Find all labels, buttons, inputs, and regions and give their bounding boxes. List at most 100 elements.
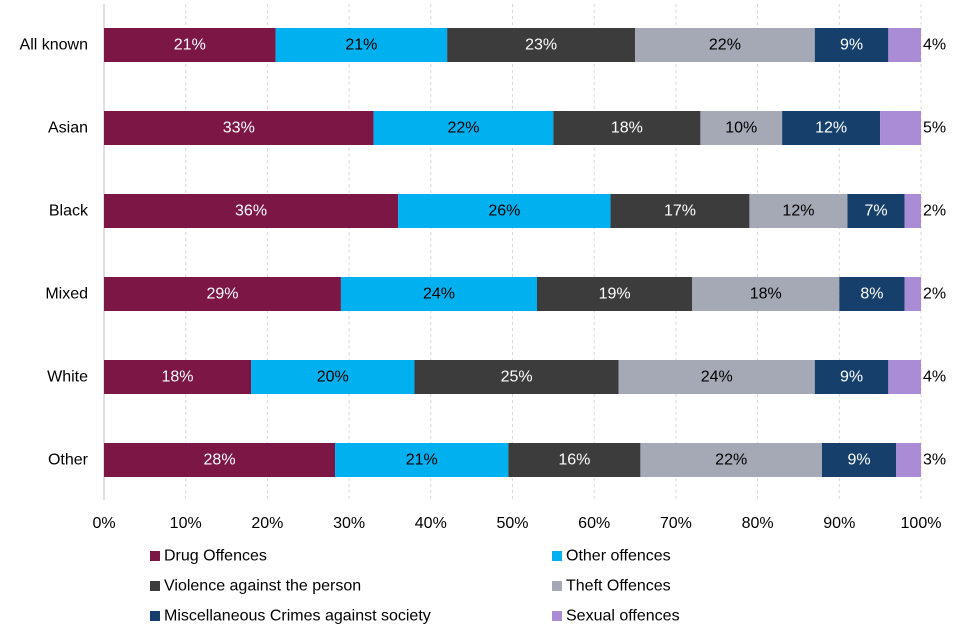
bar-segment-theft-offences <box>692 277 840 311</box>
data-label: 36% <box>235 203 267 220</box>
data-label: 23% <box>525 37 557 54</box>
data-label: 16% <box>558 452 590 469</box>
data-label: 2% <box>923 203 946 220</box>
data-label: 10% <box>725 120 757 137</box>
bar-segment-drug-offences <box>104 111 374 145</box>
bar-segment-violence-against-the-person <box>508 443 641 477</box>
category-label: Asian <box>48 120 88 137</box>
data-label: 5% <box>923 120 946 137</box>
bar-segment-other-offences <box>335 443 509 477</box>
bar-segment-drug-offences <box>104 443 336 477</box>
legend-swatch-other-offences <box>552 551 562 561</box>
category-label: Black <box>49 203 89 220</box>
bar-segment-sexual-offences <box>904 194 921 228</box>
data-label: 21% <box>345 37 377 54</box>
bar-segment-violence-against-the-person <box>447 28 636 62</box>
data-label: 25% <box>501 369 533 386</box>
bar-segment-violence-against-the-person <box>537 277 693 311</box>
bar-segment-drug-offences <box>104 194 399 228</box>
bar-segment-drug-offences <box>104 360 252 394</box>
data-label: 18% <box>750 286 782 303</box>
data-label: 26% <box>488 203 520 220</box>
x-tick-label: 0% <box>92 515 115 532</box>
legend-swatch-drug-offences <box>150 551 160 561</box>
category-label: Other <box>48 452 89 469</box>
data-label: 21% <box>174 37 206 54</box>
x-tick-label: 50% <box>496 515 528 532</box>
data-label: 12% <box>782 203 814 220</box>
legend-label: Violence against the person <box>164 578 361 595</box>
bar-segment-theft-offences <box>700 111 783 145</box>
bar-segment-sexual-offences <box>888 360 921 394</box>
x-tick-label: 100% <box>901 515 942 532</box>
data-label: 8% <box>860 286 883 303</box>
data-label: 24% <box>701 369 733 386</box>
bar-segment-miscellaneous-crimes-against-society <box>847 194 905 228</box>
x-tick-label: 70% <box>660 515 692 532</box>
bar-segment-miscellaneous-crimes-against-society <box>821 443 897 477</box>
data-label: 18% <box>611 120 643 137</box>
category-label: Mixed <box>45 286 88 303</box>
bar-segment-other-offences <box>275 28 448 62</box>
x-tick-label: 60% <box>578 515 610 532</box>
data-label: 4% <box>923 369 946 386</box>
bar-segment-sexual-offences <box>880 111 921 145</box>
x-tick-label: 10% <box>170 515 202 532</box>
legend-label: Drug Offences <box>164 548 267 565</box>
bar-segment-miscellaneous-crimes-against-society <box>814 360 889 394</box>
data-label: 22% <box>715 452 747 469</box>
bar-segment-miscellaneous-crimes-against-society <box>782 111 881 145</box>
data-label: 12% <box>815 120 847 137</box>
data-label: 33% <box>223 120 255 137</box>
x-tick-label: 80% <box>742 515 774 532</box>
category-label: All known <box>20 37 88 54</box>
x-tick-label: 20% <box>251 515 283 532</box>
data-label: 4% <box>923 37 946 54</box>
x-tick-label: 40% <box>415 515 447 532</box>
legend: Drug Offences Other offences Violence agai… <box>150 548 680 625</box>
bar-segment-other-offences <box>340 277 538 311</box>
bar-segment-theft-offences <box>640 443 822 477</box>
data-label: 20% <box>317 369 349 386</box>
data-label: 2% <box>923 286 946 303</box>
bars: 21% 21% 23% 22% 9% 4% 33% 22% 18% 10% 12% 5% 36% 26% 1… <box>104 28 946 477</box>
x-tick-label: 90% <box>823 515 855 532</box>
data-label: 7% <box>865 203 888 220</box>
data-label: 3% <box>923 452 946 469</box>
bar-segment-violence-against-the-person <box>553 111 701 145</box>
bar-segment-violence-against-the-person <box>414 360 619 394</box>
bar-segment-other-offences <box>398 194 611 228</box>
data-label: 22% <box>447 120 479 137</box>
bar-segment-other-offences <box>373 111 554 145</box>
category-label: White <box>47 369 88 386</box>
legend-label: Miscellaneous Crimes against society <box>164 608 431 625</box>
category-labels: All known Asian Black Mixed White Other <box>20 37 89 469</box>
bar-segment-drug-offences <box>104 28 276 62</box>
legend-label: Sexual offences <box>566 608 680 625</box>
data-label: 9% <box>848 452 871 469</box>
bar-segment-sexual-offences <box>888 28 921 62</box>
data-label: 19% <box>599 286 631 303</box>
legend-swatch-theft-offences <box>552 581 562 591</box>
bar-segment-sexual-offences <box>896 443 921 477</box>
data-label: 29% <box>206 286 238 303</box>
bar-segment-theft-offences <box>618 360 815 394</box>
data-label: 18% <box>162 369 194 386</box>
bar-segment-theft-offences <box>749 194 848 228</box>
legend-label: Theft Offences <box>566 578 671 595</box>
grid-lines <box>103 4 922 500</box>
bar-segment-theft-offences <box>635 28 815 62</box>
bar-segment-violence-against-the-person <box>610 194 750 228</box>
data-label: 17% <box>664 203 696 220</box>
x-tick-label: 30% <box>333 515 365 532</box>
data-label: 24% <box>423 286 455 303</box>
data-label: 9% <box>840 369 863 386</box>
bar-segment-sexual-offences <box>904 277 921 311</box>
data-label: 21% <box>406 452 438 469</box>
legend-swatch-violence-against-the-person <box>150 581 160 591</box>
bar-segment-drug-offences <box>104 277 341 311</box>
data-label: 9% <box>840 37 863 54</box>
x-axis-tick-labels: 0% 10% 20% 30% 40% 50% 60% 70% 80% 90% 100% <box>92 515 941 532</box>
bar-segment-miscellaneous-crimes-against-society <box>814 28 889 62</box>
legend-swatch-miscellaneous-crimes-against-society <box>150 611 160 621</box>
